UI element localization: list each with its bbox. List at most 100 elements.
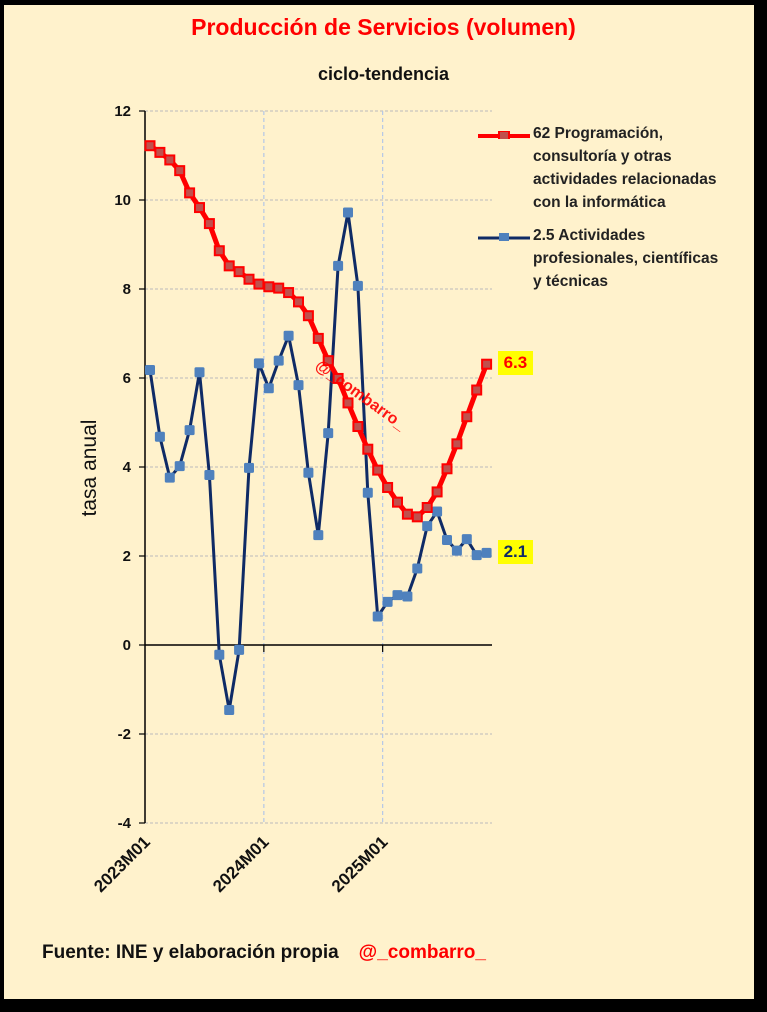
last-value-label-actividades: 2.1 xyxy=(497,539,534,564)
data-point xyxy=(392,590,403,601)
data-point xyxy=(422,521,433,532)
data-point xyxy=(273,355,284,366)
data-point xyxy=(401,508,413,520)
y-tick-label: -4 xyxy=(118,815,132,832)
data-point xyxy=(223,260,235,272)
data-point xyxy=(342,397,354,409)
legend-line: 2.5 Actividades xyxy=(533,227,646,244)
y-tick-label: 2 xyxy=(123,548,131,565)
chart-panel xyxy=(4,5,754,999)
y-tick-label: 0 xyxy=(123,637,131,654)
data-point xyxy=(244,462,254,473)
data-point xyxy=(253,358,264,369)
data-point xyxy=(273,282,285,294)
series-line xyxy=(148,210,487,712)
legend-line: actividades relacionadas xyxy=(533,171,717,188)
legend-item-programacion: 62 Programación, consultoría y otras act… xyxy=(478,122,748,214)
data-point xyxy=(213,245,225,257)
data-point xyxy=(333,260,344,271)
data-point xyxy=(164,154,176,166)
data-point xyxy=(382,481,394,493)
data-point xyxy=(253,278,265,290)
data-point xyxy=(451,545,462,556)
data-point xyxy=(372,611,383,622)
data-point xyxy=(204,470,215,481)
data-point xyxy=(441,463,453,475)
x-tick-labels: 2023M01 2024M01 2025M01 xyxy=(90,832,391,896)
data-point xyxy=(313,530,324,541)
data-point xyxy=(372,464,384,476)
chart-subtitle: ciclo-tendencia xyxy=(317,64,450,84)
data-point xyxy=(332,372,344,384)
data-point xyxy=(194,367,205,378)
legend-swatch-red xyxy=(478,131,530,139)
data-point xyxy=(382,596,393,607)
y-tick-label: 4 xyxy=(123,459,132,476)
y-tick-label: 12 xyxy=(114,103,131,120)
data-point xyxy=(352,280,363,291)
data-point xyxy=(154,146,166,158)
data-point xyxy=(234,644,245,655)
data-point xyxy=(145,364,155,375)
legend-line: 62 Programación, xyxy=(533,125,664,142)
data-point xyxy=(263,383,274,394)
data-point xyxy=(431,486,443,498)
data-point xyxy=(312,332,324,344)
data-point xyxy=(144,140,156,152)
y-tick-label: 10 xyxy=(114,192,131,209)
axes xyxy=(139,110,492,824)
data-point xyxy=(174,461,185,472)
y-tick-label: 6 xyxy=(123,370,131,387)
source-note: Fuente: INE y elaboración propia xyxy=(42,942,339,963)
data-point xyxy=(203,218,215,230)
y-tick-label: 8 xyxy=(123,281,131,298)
chart-title: Producción de Servicios (volumen) xyxy=(191,14,576,40)
data-point xyxy=(164,472,175,483)
data-point xyxy=(343,207,353,218)
series-group xyxy=(144,140,493,715)
data-point xyxy=(154,431,165,442)
data-point xyxy=(442,534,452,545)
legend-line: y técnicas xyxy=(533,273,608,290)
legend-line: con la informática xyxy=(533,194,666,211)
data-point xyxy=(461,534,472,545)
data-point xyxy=(303,467,314,478)
x-tick-label: 2025M01 xyxy=(328,832,392,896)
data-point xyxy=(243,273,255,285)
data-point xyxy=(461,411,473,423)
data-point xyxy=(362,443,374,455)
series-line xyxy=(148,143,489,520)
x-tick-label: 2024M01 xyxy=(209,832,273,896)
data-point xyxy=(481,358,493,370)
series-1 xyxy=(145,207,492,715)
data-point xyxy=(412,563,423,574)
data-point xyxy=(411,511,423,523)
footer: Fuente: INE y elaboración propia @_combar… xyxy=(42,942,486,964)
data-point xyxy=(302,310,314,322)
y-axis-label: tasa anual xyxy=(78,420,101,517)
data-point xyxy=(421,501,433,513)
data-point xyxy=(184,425,195,436)
data-point xyxy=(392,496,403,508)
data-point xyxy=(402,591,413,602)
data-point xyxy=(263,281,275,293)
data-point xyxy=(362,487,373,498)
data-point xyxy=(283,330,294,341)
data-point xyxy=(481,547,492,558)
legend-swatch-blue xyxy=(478,233,530,241)
data-point xyxy=(224,704,235,715)
legend-line: profesionales, científicas xyxy=(533,250,719,267)
data-point xyxy=(322,355,334,367)
data-point xyxy=(194,202,205,214)
data-point xyxy=(293,296,304,308)
data-point xyxy=(233,266,245,278)
data-point xyxy=(293,380,304,391)
legend-item-actividades-profesionales: 2.5 Actividades profesionales, científic… xyxy=(478,224,748,293)
y-tick-labels: 12 10 8 6 4 2 0 -2 -4 xyxy=(114,103,131,832)
last-value-label-programacion: 6.3 xyxy=(497,351,534,376)
data-point xyxy=(184,187,196,199)
author-handle: @_combarro_ xyxy=(358,942,486,963)
legend-line: consultoría y otras xyxy=(533,148,672,165)
y-tick-label: -2 xyxy=(118,726,131,743)
